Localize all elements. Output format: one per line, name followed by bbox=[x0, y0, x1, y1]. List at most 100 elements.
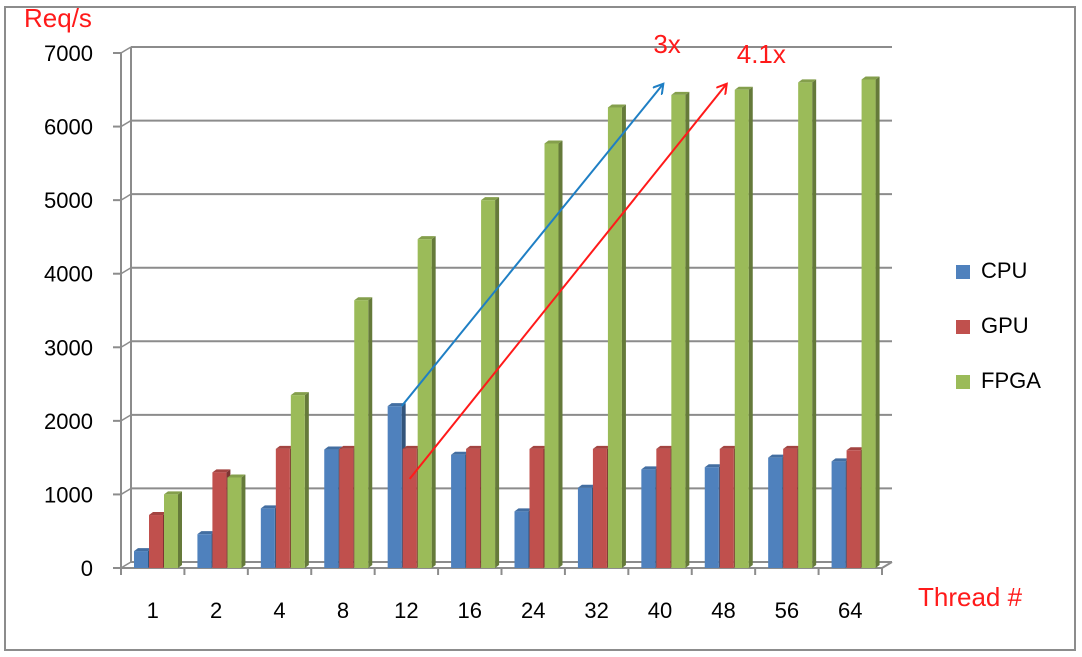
bar-side bbox=[304, 392, 309, 568]
bar-front bbox=[861, 79, 876, 568]
bar-top bbox=[275, 445, 294, 449]
bar-front bbox=[387, 406, 402, 568]
bar-fpga-16 bbox=[481, 197, 500, 568]
legend-item-gpu: GPU bbox=[956, 313, 1029, 338]
grid-depth-line bbox=[120, 119, 132, 128]
bar-top bbox=[354, 297, 373, 301]
x-axis-label: Thread # bbox=[918, 582, 1023, 612]
bar-top bbox=[212, 469, 231, 473]
x-tick-label: 8 bbox=[337, 598, 349, 623]
bar-front bbox=[481, 200, 496, 568]
legend-swatch bbox=[956, 375, 970, 389]
x-tick-label: 1 bbox=[147, 598, 159, 623]
y-tick-label: 7000 bbox=[44, 41, 93, 66]
bar-top bbox=[290, 392, 309, 396]
bar-front bbox=[798, 82, 813, 568]
x-tick-label: 12 bbox=[394, 598, 418, 623]
bar-front bbox=[402, 448, 417, 568]
bar-top bbox=[831, 458, 850, 462]
bar-fpga-32 bbox=[607, 104, 626, 568]
bar-front bbox=[656, 448, 671, 568]
bar-top bbox=[704, 464, 723, 468]
x-tick-label: 48 bbox=[711, 598, 735, 623]
bar-top bbox=[671, 91, 690, 95]
bar-front bbox=[783, 448, 798, 568]
bar-side bbox=[431, 236, 436, 568]
bar-front bbox=[164, 494, 178, 568]
floor-edge bbox=[881, 561, 893, 569]
chart-frame bbox=[4, 6, 1076, 651]
bar-front bbox=[607, 107, 622, 568]
bar-fpga-12 bbox=[417, 236, 436, 568]
x-tick-label: 64 bbox=[838, 598, 862, 623]
bar-fpga-24 bbox=[544, 140, 563, 568]
bar-fpga-48 bbox=[734, 86, 753, 569]
bar-front bbox=[466, 448, 481, 568]
bar-top bbox=[324, 446, 343, 450]
bar-front bbox=[671, 94, 686, 568]
bar-front bbox=[227, 477, 242, 568]
bar-front bbox=[734, 89, 749, 569]
bar-front bbox=[275, 448, 290, 568]
bar-top bbox=[607, 104, 626, 108]
grid-depth-line bbox=[120, 414, 132, 422]
bar-fpga-8 bbox=[354, 297, 373, 568]
legend-label: CPU bbox=[981, 258, 1027, 283]
y-tick-label: 0 bbox=[81, 556, 93, 581]
bar-top bbox=[734, 86, 753, 90]
bar-side bbox=[178, 491, 182, 568]
bar-side bbox=[748, 86, 753, 569]
legend-item-fpga: FPGA bbox=[956, 368, 1041, 393]
bar-front bbox=[831, 461, 846, 568]
gridlines bbox=[120, 46, 892, 569]
legend: CPU GPU FPGA bbox=[956, 258, 1041, 393]
bar-top bbox=[861, 76, 880, 80]
bar-side bbox=[368, 297, 373, 568]
bar-top bbox=[466, 445, 485, 449]
bar-fpga-2 bbox=[227, 474, 246, 568]
bar-top bbox=[417, 236, 436, 240]
x-tick-label: 4 bbox=[273, 598, 285, 623]
x-tick-label: 2 bbox=[210, 598, 222, 623]
bar-top bbox=[339, 445, 358, 449]
bar-front bbox=[339, 448, 354, 568]
bar-top bbox=[656, 445, 675, 449]
bar-front bbox=[592, 448, 607, 568]
bar-top bbox=[481, 197, 500, 201]
legend-swatch bbox=[956, 320, 970, 334]
legend-label: GPU bbox=[981, 313, 1029, 338]
bars bbox=[134, 76, 880, 569]
bar-top bbox=[768, 454, 787, 458]
y-tick-label: 6000 bbox=[44, 115, 93, 140]
x-tick-label: 40 bbox=[648, 598, 672, 623]
bar-top bbox=[783, 445, 802, 449]
bar-top bbox=[544, 140, 563, 144]
grid-depth-line bbox=[120, 267, 132, 275]
bar-front bbox=[719, 448, 734, 568]
y-tick-label: 5000 bbox=[44, 188, 93, 213]
bar-side bbox=[875, 76, 880, 568]
bar-front bbox=[768, 457, 783, 568]
bar-side bbox=[558, 140, 563, 568]
bar-side bbox=[621, 104, 626, 568]
bar-front bbox=[212, 472, 227, 568]
bar-front bbox=[290, 395, 305, 568]
bar-fpga-1 bbox=[164, 491, 182, 568]
bar-front bbox=[529, 448, 544, 568]
bar-front bbox=[704, 467, 719, 568]
bar-top bbox=[798, 79, 817, 83]
bar-front bbox=[641, 469, 656, 568]
legend-item-cpu: CPU bbox=[956, 258, 1027, 283]
bar-top bbox=[227, 474, 246, 478]
x-tick-label: 32 bbox=[584, 598, 608, 623]
bar-front bbox=[197, 534, 212, 568]
bar-fpga-40 bbox=[671, 91, 690, 568]
grid-depth-line bbox=[120, 487, 132, 496]
y-tick-label: 2000 bbox=[44, 409, 93, 434]
bar-side bbox=[495, 197, 500, 568]
bar-top bbox=[260, 505, 279, 509]
bar-fpga-4 bbox=[290, 392, 309, 568]
bar-front bbox=[577, 487, 592, 568]
y-tick-label: 4000 bbox=[44, 262, 93, 287]
bar-top bbox=[402, 445, 421, 449]
